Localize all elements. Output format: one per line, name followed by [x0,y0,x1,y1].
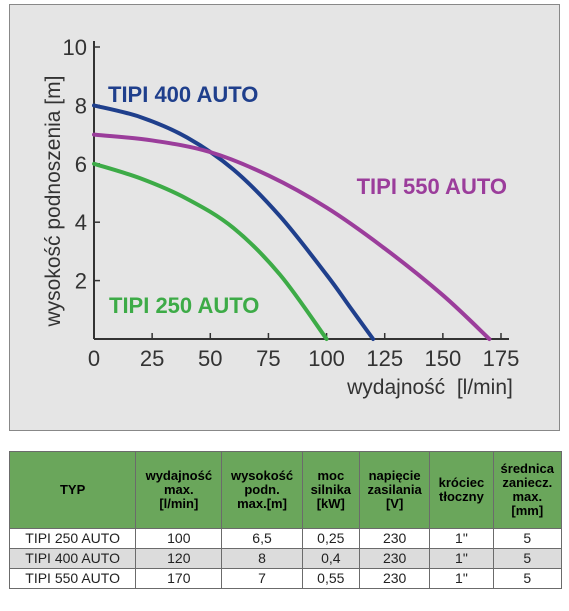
header-text: [V] [385,496,404,511]
table-cell: TIPI 250 AUTO [8,528,137,549]
y-tick-label: 4 [75,210,87,235]
x-tick-label: 0 [88,346,100,371]
table-cell: 6,5 [221,528,303,549]
header-text: zasilania [367,482,422,497]
series-line-tipi-400-auto [92,103,376,341]
x-tick-label: 50 [198,346,222,371]
table-row: TIPI 550 AUTO 170 7 0,55 230 1" 5 [8,568,563,589]
series-line-tipi-550-auto [92,132,492,341]
header-text: podn. [244,482,280,497]
table-row: TIPI 250 AUTO 100 6,5 0,25 230 1" 5 [8,528,563,549]
header-text: średnica [500,461,555,476]
header-cell: średnica zaniecz. max. [mm] [492,451,563,529]
header-cell: wysokość podn. max.[m] [221,451,303,529]
table-header-row: TYP wydajność max. [l/min] wysokość podn. max.… [8,451,563,529]
series-label-tipi-400-auto: TIPI 400 AUTO [108,82,258,107]
header-text: silnika [310,482,352,497]
table-cell: TIPI 400 AUTO [8,548,137,569]
table-cell: 230 [358,548,431,569]
table-cell: 0,25 [301,528,360,549]
series-label-tipi-250-auto: TIPI 250 AUTO [109,293,259,318]
table-row: TIPI 400 AUTO 120 8 0,4 230 1" 5 [8,548,563,569]
table-cell: 0,4 [301,548,360,569]
header-text: TYP [59,482,86,497]
chart-series-labels: TIPI 400 AUTO TIPI 550 AUTO TIPI 250 AUTO [108,82,507,318]
table-cell: 5 [492,528,563,549]
header-text: króciec [438,475,485,490]
chart-series-lines [92,103,492,341]
header-cell: króciec tłoczny [429,451,494,529]
table-cell: 1" [429,548,494,569]
header-text: moc [317,468,345,483]
y-axis-label: wysokość podnoszenia [m] [42,76,65,328]
header-text: [kW] [316,496,345,511]
y-tick-label: 10 [63,35,87,60]
header-cell: napięcie zasilania [V] [358,451,431,529]
table-cell: 120 [135,548,223,569]
table-cell: 7 [221,568,303,589]
y-tick-label: 2 [75,269,87,294]
x-axis-label: wydajność [l/min] [346,376,513,399]
series-label-tipi-550-auto: TIPI 550 AUTO [357,174,507,199]
chart-panel: 2 4 6 8 10 0 25 50 75 100 125 150 175 TIPI 400 AUTO T… [9,4,560,431]
table-cell: 230 [358,528,431,549]
x-tick-label: 150 [424,346,461,371]
header-text: max. [512,489,543,504]
table-cell: 100 [135,528,223,549]
x-tick-label: 175 [483,346,520,371]
header-text: zaniecz. [502,475,553,490]
table-cell: 1" [429,528,494,549]
header-text: wydajność [145,468,213,483]
header-text: [l/min] [159,496,199,511]
header-text: wysokość [230,468,294,483]
y-tick-label: 6 [75,152,87,177]
x-tick-label: 25 [140,346,164,371]
x-tick-label: 125 [366,346,403,371]
pump-spec-table: TYP wydajność max. [l/min] wysokość podn. max.… [8,451,563,589]
header-text: max. [164,482,194,497]
header-cell: wydajność max. [l/min] [135,451,223,529]
series-line-tipi-250-auto [92,161,329,341]
x-tick-label: 75 [256,346,280,371]
table-cell: 5 [492,548,563,569]
y-tick-label: 8 [75,93,87,118]
table-cell: 170 [135,568,223,589]
table-cell: 230 [358,568,431,589]
header-text: [mm] [511,503,544,518]
table-cell: 0,55 [301,568,360,589]
table-body: TIPI 250 AUTO 100 6,5 0,25 230 1" 5 TIPI 400 AU… [8,528,563,589]
table-cell: TIPI 550 AUTO [8,568,137,589]
table-cell: 8 [221,548,303,569]
header-text: napięcie [368,468,421,483]
header-cell: moc silnika [kW] [301,451,360,529]
header-text: max.[m] [237,496,287,511]
chart-axes [93,41,509,340]
table-cell: 1" [429,568,494,589]
header-text: tłoczny [439,489,484,504]
header-cell: TYP [8,451,137,529]
table-cell: 5 [492,568,563,589]
x-tick-label: 100 [308,346,345,371]
